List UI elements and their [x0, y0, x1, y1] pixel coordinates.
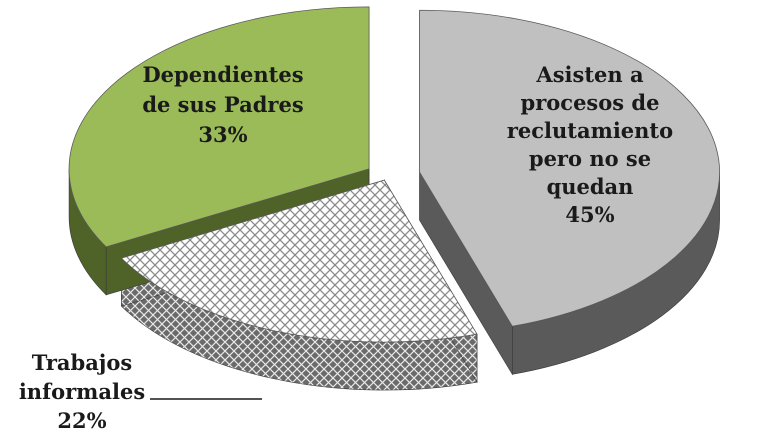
data-label-line: de sus Padres: [142, 92, 303, 117]
data-label-asisten-a: Asisten a procesos de reclutamiento pero no…: [507, 62, 673, 227]
data-label-dependientes: Dependientes de sus Padres 33%: [142, 62, 303, 147]
data-label-percent: 22%: [57, 408, 106, 432]
data-label-line: informales: [19, 379, 145, 404]
data-label-percent: 33%: [198, 122, 247, 147]
data-label-line: reclutamiento: [507, 118, 673, 143]
data-label-line: quedan: [547, 174, 634, 199]
data-label-line: Trabajos: [32, 350, 133, 375]
data-label-line: Dependientes: [142, 62, 303, 87]
data-label-line: pero no se: [529, 146, 651, 171]
data-label-line: Asisten a: [535, 62, 644, 87]
data-label-trabajos: Trabajos informales 22%: [19, 350, 145, 432]
pie-slice-dependientes: [68, 6, 370, 248]
data-label-percent: 45%: [565, 202, 614, 227]
pie-slice-trabajos: [120, 179, 478, 343]
data-label-line: procesos de: [521, 90, 660, 115]
pie-slice-asisten-a: [419, 9, 720, 327]
